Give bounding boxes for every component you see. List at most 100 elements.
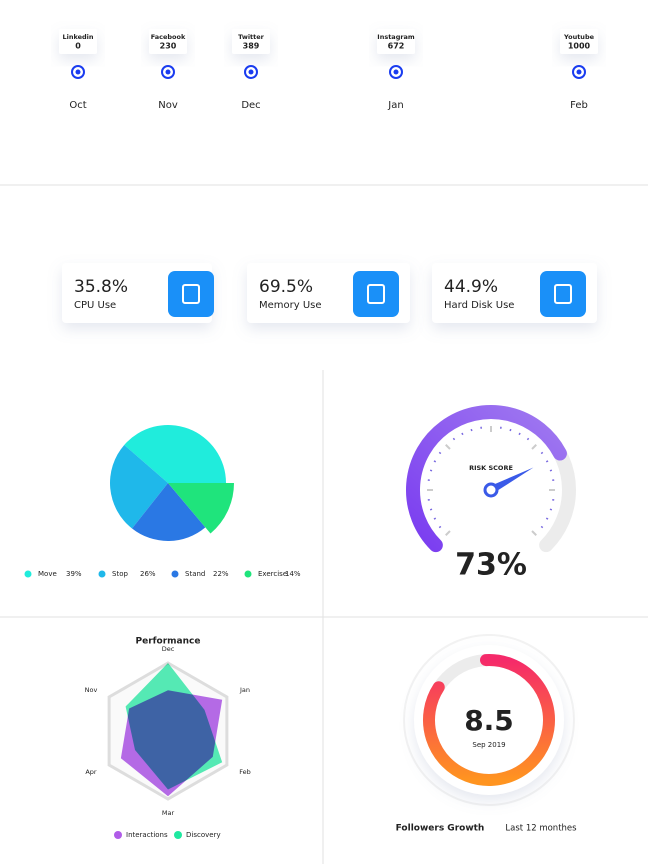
gauge-tick bbox=[461, 432, 464, 436]
legend-value: 22% bbox=[213, 570, 229, 578]
stat-card: 69.5% Memory Use bbox=[247, 263, 410, 323]
timeline-dot bbox=[248, 69, 254, 75]
legend-dot bbox=[174, 831, 182, 839]
stat-icon bbox=[182, 284, 200, 304]
legend-value: 14% bbox=[285, 570, 301, 578]
ring-halo bbox=[403, 634, 575, 806]
gauge-value bbox=[406, 405, 567, 553]
stat-label: Memory Use bbox=[259, 300, 322, 311]
gauge-tick bbox=[429, 508, 433, 511]
legend-label: Discovery bbox=[186, 831, 221, 839]
label-box bbox=[377, 29, 415, 54]
stat-label: CPU Use bbox=[74, 300, 116, 311]
platform-label: Facebook bbox=[151, 33, 186, 41]
platform-label: Linkedin bbox=[62, 33, 93, 41]
gauge-tick bbox=[452, 437, 456, 441]
stat-icon bbox=[554, 284, 572, 304]
platform-label: Twitter bbox=[238, 33, 265, 41]
label-box bbox=[232, 29, 270, 54]
ring-note: Last 12 monthes bbox=[505, 824, 577, 834]
platform-value: 672 bbox=[388, 42, 405, 51]
ring-subtitle: Sep 2019 bbox=[472, 741, 505, 749]
gauge-tick bbox=[509, 428, 512, 432]
ring-value bbox=[423, 654, 555, 786]
platform-value: 0 bbox=[75, 42, 81, 51]
gauge-tick bbox=[545, 517, 549, 520]
legend-dot bbox=[244, 570, 252, 578]
gauge-tick bbox=[531, 444, 537, 450]
platform-label: Instagram bbox=[377, 33, 415, 41]
legend-value: 39% bbox=[66, 570, 82, 578]
month-label: Nov bbox=[158, 100, 178, 111]
ring-title: Followers Growth bbox=[396, 824, 485, 834]
timeline-dot bbox=[576, 69, 582, 75]
month-label: Oct bbox=[69, 100, 86, 111]
pie-slice bbox=[110, 444, 168, 529]
month-label: Jan bbox=[387, 100, 403, 111]
platform-value: 389 bbox=[243, 42, 260, 51]
gauge-tick bbox=[549, 469, 553, 472]
legend-dot bbox=[98, 570, 106, 578]
gauge-tick bbox=[540, 525, 544, 529]
radar-axis-label: Apr bbox=[85, 768, 97, 776]
radar-axis-label: Nov bbox=[85, 686, 98, 694]
timeline-dot bbox=[165, 69, 171, 75]
ring-value-label: 8.5 bbox=[464, 704, 514, 737]
needle-hub bbox=[483, 482, 499, 498]
gauge-tick bbox=[445, 530, 451, 536]
stat-icon-bg bbox=[540, 271, 586, 317]
gauge-tick bbox=[433, 517, 437, 520]
gauge-tick bbox=[540, 451, 544, 455]
legend-label: Interactions bbox=[126, 831, 168, 839]
ring-halo bbox=[414, 645, 564, 795]
pie-slice bbox=[132, 483, 206, 542]
timeline-dot bbox=[393, 69, 399, 75]
label-box bbox=[149, 29, 187, 54]
gauge-tick bbox=[470, 428, 473, 432]
radar-title: Performance bbox=[136, 637, 201, 647]
pie-slice bbox=[168, 483, 234, 534]
gauge-needle bbox=[489, 467, 534, 494]
legend-label: Stop bbox=[112, 570, 128, 578]
gauge-tick bbox=[433, 460, 437, 463]
gauge-title: RISK SCORE bbox=[469, 464, 513, 472]
radar-axis-label: Dec bbox=[162, 645, 175, 653]
legend-label: Exercise bbox=[258, 570, 287, 578]
stat-card: 44.9% Hard Disk Use bbox=[432, 263, 597, 323]
stat-label: Hard Disk Use bbox=[444, 300, 514, 311]
gauge-tick bbox=[438, 525, 442, 529]
month-label: Feb bbox=[570, 100, 588, 111]
legend-value: 26% bbox=[140, 570, 156, 578]
month-label: Dec bbox=[241, 100, 260, 111]
legend-label: Move bbox=[38, 570, 57, 578]
gauge-tick bbox=[531, 530, 537, 536]
stat-icon-bg bbox=[353, 271, 399, 317]
gauge-tick bbox=[545, 460, 549, 463]
legend-dot bbox=[171, 570, 179, 578]
gauge-tick bbox=[518, 432, 521, 436]
stat-card: 35.8% CPU Use bbox=[62, 263, 214, 323]
radar-axis-label: Feb bbox=[239, 768, 251, 776]
radar-area bbox=[125, 663, 223, 790]
label-box bbox=[59, 29, 97, 54]
radar-axis-label: Mar bbox=[162, 809, 175, 817]
legend-dot bbox=[114, 831, 122, 839]
legend-dot bbox=[24, 570, 32, 578]
platform-value: 230 bbox=[160, 42, 177, 51]
stat-icon-bg bbox=[168, 271, 214, 317]
stat-value: 35.8% bbox=[74, 277, 128, 297]
gauge-tick bbox=[549, 508, 553, 511]
timeline-dot bbox=[75, 69, 81, 75]
stat-value: 69.5% bbox=[259, 277, 313, 297]
gauge-tick bbox=[438, 451, 442, 455]
gauge-tick bbox=[526, 437, 530, 441]
radar-axis-label: Jan bbox=[239, 686, 250, 694]
stat-value: 44.9% bbox=[444, 277, 498, 297]
pie-slice bbox=[124, 425, 226, 483]
gauge-tick bbox=[429, 469, 433, 472]
gauge-tick bbox=[445, 444, 451, 450]
platform-label: Youtube bbox=[563, 33, 595, 41]
label-box bbox=[560, 29, 598, 54]
legend-label: Stand bbox=[185, 570, 205, 578]
